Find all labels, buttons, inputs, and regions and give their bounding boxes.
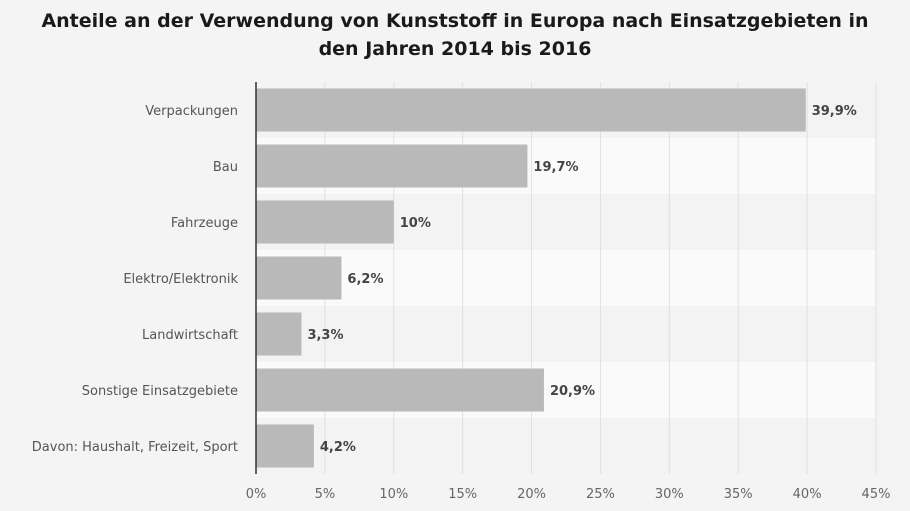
x-tick-label: 20%	[517, 487, 546, 502]
x-tick-label: 10%	[379, 487, 408, 502]
category-label: Davon: Haushalt, Freizeit, Sport	[32, 440, 238, 455]
x-tick-label: 15%	[448, 487, 477, 502]
value-label: 39,9%	[812, 104, 857, 119]
x-tick-label: 30%	[655, 487, 684, 502]
row-bands	[256, 82, 876, 474]
value-label: 10%	[400, 216, 431, 231]
category-label: Sonstige Einsatzgebiete	[82, 384, 238, 399]
category-label: Elektro/Elektronik	[123, 272, 238, 287]
bar[interactable]	[256, 424, 314, 468]
category-label: Verpackungen	[145, 104, 238, 119]
category-label: Fahrzeuge	[171, 216, 238, 231]
value-label: 6,2%	[347, 272, 383, 287]
chart-title-line-2: den Jahren 2014 bis 2016	[319, 38, 592, 60]
category-label: Landwirtschaft	[142, 328, 238, 343]
row-band	[256, 306, 876, 362]
row-band	[256, 250, 876, 306]
bar[interactable]	[256, 200, 394, 244]
bar[interactable]	[256, 368, 544, 412]
x-tick-label: 0%	[246, 487, 267, 502]
bar[interactable]	[256, 312, 302, 356]
value-label: 20,9%	[550, 384, 595, 399]
x-tick-label: 35%	[724, 487, 753, 502]
category-label: Bau	[213, 160, 238, 175]
bar[interactable]	[256, 88, 806, 132]
x-tick-label: 5%	[315, 487, 336, 502]
x-tick-label: 45%	[862, 487, 891, 502]
bars	[256, 88, 806, 468]
x-tick-label: 40%	[793, 487, 822, 502]
value-label: 19,7%	[533, 160, 578, 175]
bar[interactable]	[256, 256, 342, 300]
labels: 0% 5% 10% 15% 20% 25% 30% 35% 40% 45% Verpackungen…	[32, 104, 891, 502]
bar[interactable]	[256, 144, 528, 188]
row-band	[256, 418, 876, 474]
value-label: 4,2%	[320, 440, 356, 455]
x-tick-label: 25%	[586, 487, 615, 502]
value-label: 3,3%	[307, 328, 343, 343]
chart-title-line-1: Anteile an der Verwendung von Kunststoff…	[41, 10, 868, 32]
